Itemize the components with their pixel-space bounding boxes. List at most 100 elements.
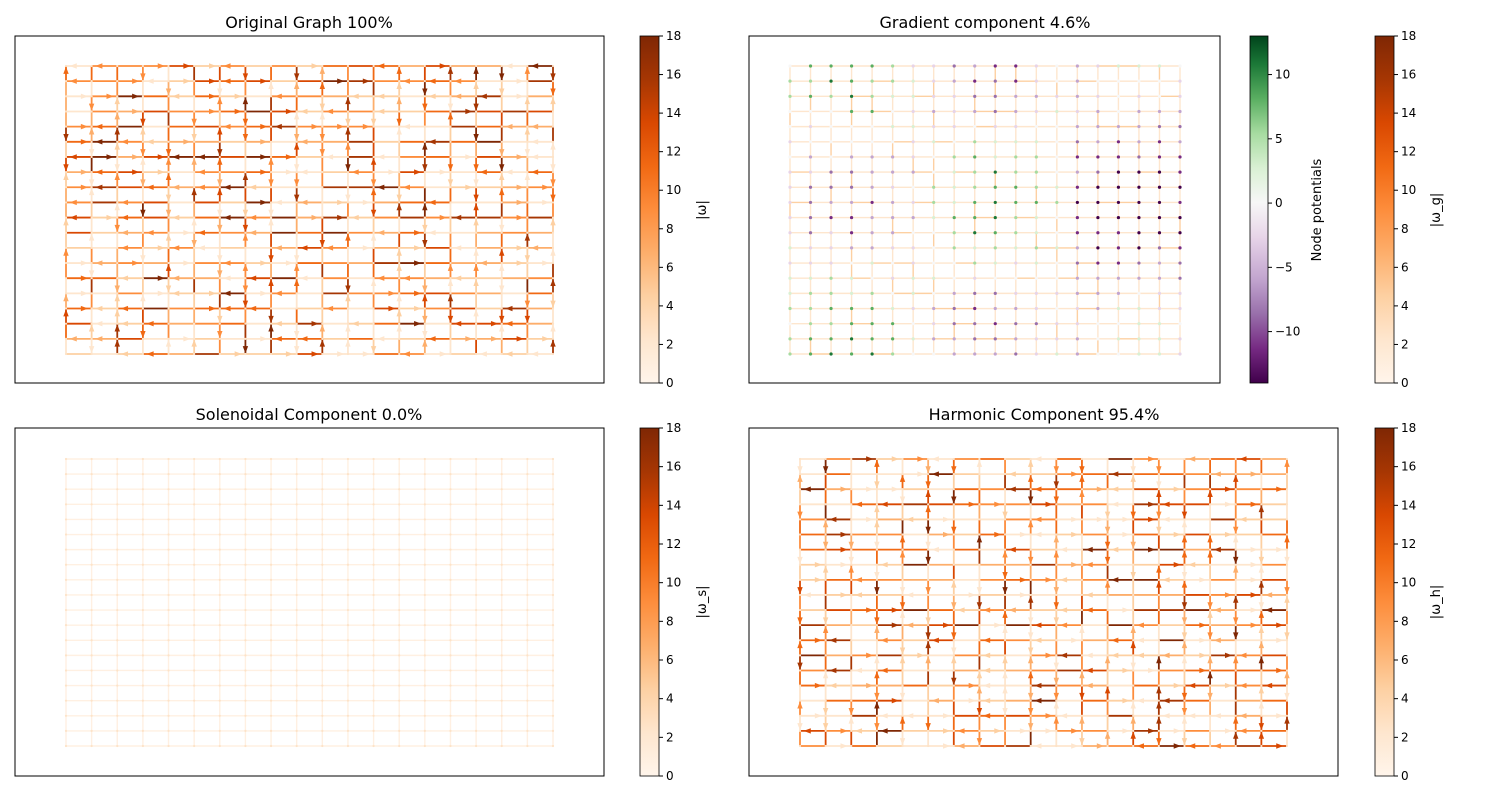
graph-node	[552, 654, 554, 656]
graph-node	[167, 564, 169, 566]
graph-node	[193, 277, 195, 279]
graph-node	[994, 352, 997, 355]
graph-node	[850, 246, 853, 249]
graph-node	[501, 669, 503, 671]
graph-node	[244, 232, 246, 234]
graph-node	[116, 564, 118, 566]
graph-node	[244, 669, 246, 671]
graph-node	[65, 201, 67, 203]
graph-node	[788, 155, 791, 158]
graph-node	[91, 110, 93, 112]
graph-node	[1055, 201, 1058, 204]
graph-node	[1117, 337, 1120, 340]
graph-node	[912, 110, 915, 113]
graph-node	[1055, 95, 1058, 98]
graph-node	[953, 155, 956, 158]
graph-node	[219, 654, 221, 656]
graph-node	[891, 352, 894, 355]
graph-node	[932, 186, 935, 189]
graph-node	[449, 533, 451, 535]
graph-node	[953, 231, 956, 234]
graph-node	[1158, 337, 1161, 340]
graph-node	[219, 292, 221, 294]
graph-node	[424, 503, 426, 505]
graph-node	[1035, 95, 1038, 98]
graph-node	[475, 594, 477, 596]
graph-node	[167, 307, 169, 309]
colorbar-label-gradient: |ω_g|	[1429, 193, 1444, 227]
graph-node	[932, 201, 935, 204]
graph-node	[91, 684, 93, 686]
graph-node	[475, 292, 477, 294]
graph-node	[891, 261, 894, 264]
graph-node	[1014, 95, 1017, 98]
graph-node	[552, 277, 554, 279]
graph-node	[1055, 277, 1058, 280]
graph-node	[270, 639, 272, 641]
graph-node	[1035, 216, 1038, 219]
graph-node	[501, 171, 503, 173]
graph-node	[116, 95, 118, 97]
colorbar-tick-label: 16	[1401, 68, 1416, 82]
graph-node	[91, 458, 93, 460]
graph-node	[932, 352, 935, 355]
colorbar-tick-label: 14	[666, 106, 681, 120]
graph-node	[142, 579, 144, 581]
graph-node	[850, 95, 853, 98]
graph-node	[116, 186, 118, 188]
graph-node	[973, 261, 976, 264]
graph-node	[65, 488, 67, 490]
graph-node	[1076, 64, 1079, 67]
graph-node	[449, 171, 451, 173]
graph-node	[116, 80, 118, 82]
graph-node	[1158, 171, 1161, 174]
graph-node	[850, 140, 853, 143]
graph-node	[372, 80, 374, 82]
graph-node	[142, 700, 144, 702]
graph-node	[850, 171, 853, 174]
graph-node	[526, 730, 528, 732]
graph-node	[912, 155, 915, 158]
graph-node	[829, 352, 832, 355]
graph-node	[449, 80, 451, 82]
graph-node	[552, 549, 554, 551]
graph-node	[1137, 246, 1140, 249]
graph-node	[372, 745, 374, 747]
graph-node	[449, 564, 451, 566]
graph-node	[244, 639, 246, 641]
graph-node	[219, 110, 221, 112]
graph-node	[65, 338, 67, 340]
graph-node	[1076, 140, 1079, 143]
graph-node	[953, 277, 956, 280]
graph-node	[270, 156, 272, 158]
graph-node	[116, 609, 118, 611]
graph-node	[116, 141, 118, 143]
graph-node	[167, 292, 169, 294]
graph-node	[788, 352, 791, 355]
graph-node	[270, 110, 272, 112]
graph-node	[871, 352, 874, 355]
panel-solenoidal: Solenoidal Component 0.0%	[15, 405, 604, 776]
graph-node	[116, 594, 118, 596]
graph-node	[321, 95, 323, 97]
graph-node	[347, 715, 349, 717]
graph-node	[347, 126, 349, 128]
graph-node	[65, 654, 67, 656]
graph-node	[372, 503, 374, 505]
graph-node	[552, 715, 554, 717]
graph-node	[1158, 277, 1161, 280]
graph-node	[850, 155, 853, 158]
graph-node	[552, 458, 554, 460]
graph-node	[219, 549, 221, 551]
graph-node	[347, 458, 349, 460]
graph-node	[219, 171, 221, 173]
graph-node	[193, 579, 195, 581]
graph-node	[424, 715, 426, 717]
graph-node	[1076, 307, 1079, 310]
graph-node	[552, 353, 554, 355]
graph-node	[809, 277, 812, 280]
graph-node	[1076, 277, 1079, 280]
graph-node	[142, 609, 144, 611]
graph-node	[65, 126, 67, 128]
